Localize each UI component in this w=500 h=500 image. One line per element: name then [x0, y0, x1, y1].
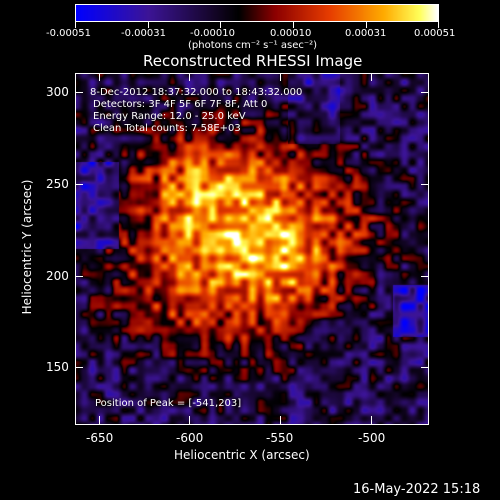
x-tick [280, 73, 281, 81]
plot-frame [75, 73, 429, 425]
colorbar-tick-label: -0.00031 [121, 28, 166, 39]
colorbar [75, 4, 439, 22]
colorbar-units: (photons cm⁻² s⁻¹ asec⁻²) [188, 40, 318, 51]
annotation-time-range: 8-Dec-2012 18:37:32.000 to 18:43:32.000 [90, 87, 303, 98]
x-tick [189, 73, 190, 81]
colorbar-tick [438, 22, 439, 28]
footer-timestamp: 16-May-2022 15:18 [353, 482, 481, 497]
annotation-peak: Position of Peak = [-541,203] [95, 398, 242, 409]
colorbar-tick [75, 22, 76, 28]
y-tick [421, 276, 429, 277]
colorbar-tick-label: 0.00031 [345, 28, 387, 39]
colorbar-tick [293, 22, 294, 28]
y-tick [75, 184, 83, 185]
y-tick [75, 276, 83, 277]
x-tick [371, 416, 372, 424]
rhessi-image [76, 74, 428, 424]
colorbar-tick [366, 22, 367, 28]
annotation-clean: Clean Total counts: 7.58E+03 [93, 123, 241, 134]
annotation-detectors: Detectors: 3F 4F 5F 6F 7F 8F, Att 0 [93, 99, 268, 110]
colorbar-tick-label: 0.00010 [270, 28, 312, 39]
y-tick-label: 150 [46, 360, 69, 374]
x-tick-label: -500 [358, 431, 386, 445]
y-tick-label: 300 [46, 85, 69, 99]
colorbar-tick [220, 22, 221, 28]
y-tick [421, 367, 429, 368]
x-axis-title: Heliocentric X (arcsec) [174, 448, 310, 462]
y-axis-title: Heliocentric Y (arcsec) [20, 179, 34, 315]
x-tick [189, 416, 190, 424]
x-tick-label: -600 [176, 431, 204, 445]
colorbar-tick-label: -0.00051 [46, 28, 91, 39]
y-tick-label: 200 [46, 269, 69, 283]
colorbar-tick [148, 22, 149, 28]
y-tick [75, 92, 83, 93]
colorbar-tick-label: -0.00010 [190, 28, 235, 39]
x-tick [99, 416, 100, 424]
plot-title: Reconstructed RHESSI Image [143, 52, 363, 70]
y-tick-label: 250 [46, 177, 69, 191]
y-tick [421, 92, 429, 93]
colorbar-tick-label: 0.00051 [414, 28, 456, 39]
annotation-energy: Energy Range: 12.0 - 25.0 keV [93, 111, 246, 122]
x-tick [280, 416, 281, 424]
y-tick [75, 367, 83, 368]
x-tick-label: -650 [86, 431, 114, 445]
y-tick [421, 184, 429, 185]
x-tick-label: -550 [266, 431, 294, 445]
x-tick [371, 73, 372, 81]
x-tick [99, 73, 100, 81]
